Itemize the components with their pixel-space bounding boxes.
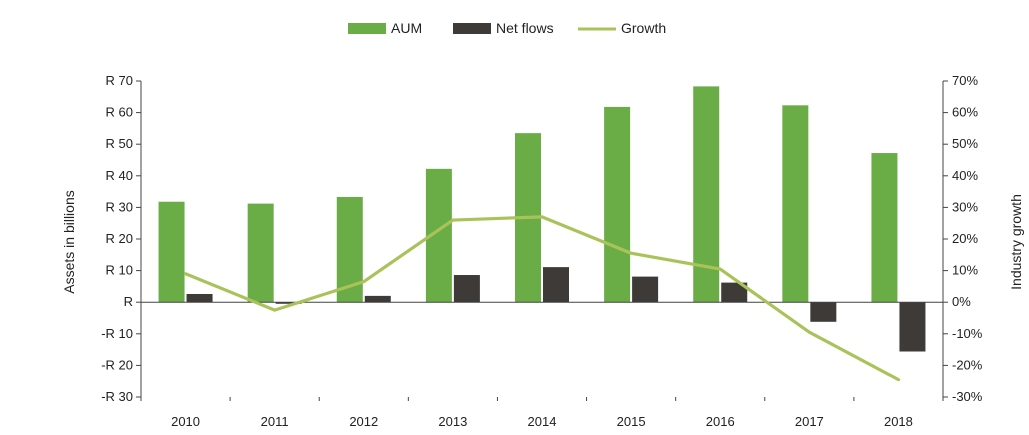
y-axis-tick-label: R 20 xyxy=(106,231,133,246)
y2-axis-tick-label: 40% xyxy=(952,168,978,183)
bar-net-flows xyxy=(275,302,302,304)
y2-axis-title: Industry growth xyxy=(1008,194,1024,290)
bar-aum xyxy=(604,106,631,303)
y2-axis-tick-label: -20% xyxy=(952,357,983,372)
y2-axis-tick-label: -30% xyxy=(952,389,983,404)
bar-net-flows xyxy=(721,282,748,303)
bar-net-flows xyxy=(899,302,926,352)
y-axis-tick-label: R 30 xyxy=(106,199,133,214)
y2-axis-tick-label: 30% xyxy=(952,199,978,214)
y2-axis-tick-label: 20% xyxy=(952,231,978,246)
legend: AUM Net flows Growth xyxy=(348,20,666,36)
x-axis-tick-label: 2011 xyxy=(261,414,289,429)
x-axis-tick-label: 2010 xyxy=(171,414,200,429)
y-axis-tick-label: -R 10 xyxy=(101,326,133,341)
bar-net-flows xyxy=(543,267,569,303)
y-axis-tick-label: R 60 xyxy=(106,105,133,120)
y-axis-tick-label: R 50 xyxy=(106,136,133,151)
x-axis-tick-label: 2017 xyxy=(795,414,824,429)
legend-label-aum: AUM xyxy=(391,20,422,36)
y2-axis-tick-label: 0% xyxy=(952,294,971,309)
y-axis-tick-label: R 70 xyxy=(106,73,133,88)
bar-aum xyxy=(247,203,274,303)
y2-axis-tick-label: 70% xyxy=(952,73,978,88)
growth-line xyxy=(183,215,901,382)
y-axis-title: Assets in billions xyxy=(61,190,77,294)
x-axis-tick-label: 2014 xyxy=(528,414,557,429)
legend-label-net-flows: Net flows xyxy=(496,20,554,36)
bar-aum xyxy=(693,86,720,303)
plot-area: R 70 R 60 R 50 R 40 R 30 R 20 R 10 R -R 10 -R 20 -… xyxy=(101,73,983,429)
y-axis-tick-label: -R 30 xyxy=(101,389,133,404)
y-axis-tick-label: R xyxy=(124,294,133,309)
bar-net-flows xyxy=(186,293,213,303)
y-axis-tick-label: -R 20 xyxy=(101,357,133,372)
bar-net-flows xyxy=(810,302,837,322)
x-axis-tick-label: 2013 xyxy=(438,414,467,429)
y2-axis-tick-label: 50% xyxy=(952,136,978,151)
y-axis-tick-label: R 40 xyxy=(106,168,133,183)
bar-net-flows xyxy=(453,275,480,303)
legend-swatch-net-flows xyxy=(453,23,491,34)
y-axis-tick-label: R 10 xyxy=(106,263,133,278)
y2-axis-tick-label: -10% xyxy=(952,326,983,341)
y2-axis-tick-label: 60% xyxy=(952,105,978,120)
legend-label-growth: Growth xyxy=(621,20,666,36)
x-axis-tick-label: 2012 xyxy=(349,414,378,429)
bar-net-flows xyxy=(364,295,391,303)
bar-aum xyxy=(782,105,809,303)
bar-aum xyxy=(158,201,185,303)
y2-axis-tick-label: 10% xyxy=(952,263,978,278)
x-axis-tick-label: 2015 xyxy=(617,414,646,429)
bar-aum xyxy=(871,153,898,303)
x-axis-tick-label: 2018 xyxy=(884,414,913,429)
bar-net-flows xyxy=(632,276,659,303)
legend-swatch-aum xyxy=(348,23,386,34)
x-axis-tick-label: 2016 xyxy=(706,414,735,429)
